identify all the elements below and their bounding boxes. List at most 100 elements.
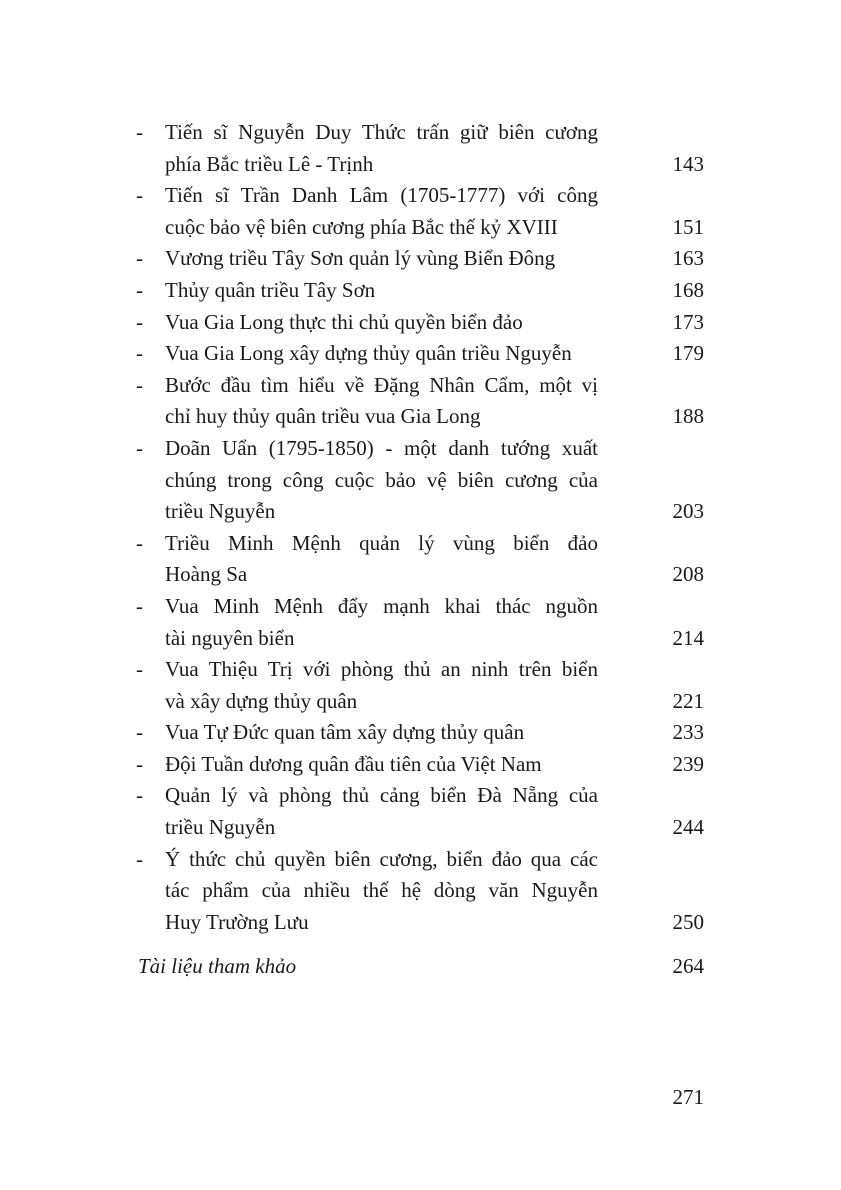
- toc-entry[interactable]: - Vua Minh Mệnh đẩy mạnh khai thác nguồn t…: [136, 591, 704, 654]
- bullet-dash: -: [136, 277, 143, 302]
- toc-entry-title: chỉ huy thủy quân triều vua Gia Long: [165, 404, 481, 429]
- toc-entry-page: 143: [672, 151, 705, 176]
- toc-entry[interactable]: - Vua Gia Long xây dựng thủy quân triều N…: [136, 338, 704, 370]
- toc-entry-page: 168: [672, 277, 705, 302]
- toc-entry-page: 163: [672, 246, 705, 271]
- toc-entry-title: Vương triều Tây Sơn quản lý vùng Biển Đô…: [165, 246, 556, 271]
- toc-entry-line: - Thủy quân triều Tây Sơn 168: [136, 275, 704, 307]
- toc-entry-line: - Vua Minh Mệnh đẩy mạnh khai thác nguồn: [136, 591, 704, 623]
- toc-entry-page: 221: [672, 688, 705, 713]
- toc-entry-page: 250: [672, 909, 705, 934]
- toc-entry-line: Huy Trường Lưu 250: [136, 907, 704, 939]
- references-label: Tài liệu tham khảo: [138, 954, 297, 978]
- toc-entry-line: chúng trong công cuộc bảo vệ biên cương …: [136, 465, 704, 497]
- toc-entry-title: tác phẩm của nhiều thế hệ dòng văn Nguyễ…: [165, 878, 598, 903]
- toc-entry-page: 179: [672, 341, 705, 366]
- toc-entry-title: Thủy quân triều Tây Sơn: [165, 277, 376, 302]
- toc-entry-line: - Triều Minh Mệnh quản lý vùng biển đảo: [136, 528, 704, 560]
- toc-entry[interactable]: - Vương triều Tây Sơn quản lý vùng Biển Đ…: [136, 243, 704, 275]
- table-of-contents: - Tiến sĩ Nguyễn Duy Thức trấn giữ biên c…: [136, 117, 704, 938]
- toc-entry-line: - Doãn Uẩn (1795-1850) - một danh tướng x…: [136, 433, 704, 465]
- toc-entry-title: phía Bắc triều Lê - Trịnh: [165, 151, 374, 176]
- toc-entry-title: Tiến sĩ Nguyễn Duy Thức trấn giữ biên cư…: [165, 120, 598, 144]
- toc-entry-title: Vua Tự Đức quan tâm xây dựng thủy quân: [165, 720, 525, 745]
- bullet-dash: -: [136, 593, 143, 618]
- toc-entry-title: Ý thức chủ quyền biên cương, biển đảo qu…: [165, 846, 598, 871]
- bullet-dash: -: [136, 783, 143, 808]
- toc-entry-line: và xây dựng thủy quân 221: [136, 686, 704, 718]
- toc-entry-line: phía Bắc triều Lê - Trịnh 143: [136, 149, 704, 181]
- toc-entry[interactable]: - Doãn Uẩn (1795-1850) - một danh tướng x…: [136, 433, 704, 528]
- toc-entry-line: - Quản lý và phòng thủ cảng biển Đà Nẵng …: [136, 780, 704, 812]
- toc-entry-line: triều Nguyễn 244: [136, 812, 704, 844]
- toc-entry-line: - Vua Gia Long xây dựng thủy quân triều N…: [136, 338, 704, 370]
- toc-entry-title: và xây dựng thủy quân: [165, 688, 358, 713]
- toc-entry-line: tác phẩm của nhiều thế hệ dòng văn Nguyễ…: [136, 875, 704, 907]
- toc-entry-title: Huy Trường Lưu: [165, 909, 309, 934]
- toc-entry-title: Quản lý và phòng thủ cảng biển Đà Nẵng c…: [165, 783, 598, 808]
- toc-entry[interactable]: - Vua Thiệu Trị với phòng thủ an ninh trê…: [136, 654, 704, 717]
- toc-entry-page: 214: [672, 625, 705, 650]
- page-number: 271: [672, 1085, 705, 1109]
- toc-entry-title: Doãn Uẩn (1795-1850) - một danh tướng xu…: [165, 435, 598, 460]
- bullet-dash: -: [136, 720, 143, 745]
- toc-entry-title: Vua Thiệu Trị với phòng thủ an ninh trên…: [165, 657, 598, 682]
- toc-entry-title: cuộc bảo vệ biên cương phía Bắc thế kỷ X…: [165, 214, 558, 239]
- toc-entry[interactable]: - Vua Gia Long thực thi chủ quyền biển đả…: [136, 307, 704, 339]
- toc-entry-title: Vua Gia Long xây dựng thủy quân triều Ng…: [165, 341, 572, 366]
- toc-entry-line: cuộc bảo vệ biên cương phía Bắc thế kỷ X…: [136, 212, 704, 244]
- toc-entry-page: 173: [672, 309, 705, 334]
- bullet-dash: -: [136, 657, 143, 682]
- toc-entry[interactable]: - Triều Minh Mệnh quản lý vùng biển đảo Ho…: [136, 528, 704, 591]
- bullet-dash: -: [136, 341, 143, 366]
- toc-entry[interactable]: - Vua Tự Đức quan tâm xây dựng thủy quân 2…: [136, 717, 704, 749]
- toc-entry-line: - Vua Gia Long thực thi chủ quyền biển đả…: [136, 307, 704, 339]
- bullet-dash: -: [136, 846, 143, 871]
- bullet-dash: -: [136, 372, 143, 397]
- toc-entry-title: Đội Tuần dương quân đầu tiên của Việt Na…: [165, 751, 542, 776]
- toc-entry-title: Bước đầu tìm hiểu về Đặng Nhân Cẩm, một …: [165, 372, 598, 397]
- toc-entry-line: - Bước đầu tìm hiểu về Đặng Nhân Cẩm, một…: [136, 370, 704, 402]
- toc-entry-line: tài nguyên biển 214: [136, 623, 704, 655]
- references-page: 264: [672, 954, 705, 978]
- toc-entry-line: - Tiến sĩ Trần Danh Lâm (1705-1777) với c…: [136, 180, 704, 212]
- toc-entry-title: tài nguyên biển: [165, 625, 295, 650]
- toc-entry-title: Vua Minh Mệnh đẩy mạnh khai thác nguồn: [165, 593, 598, 618]
- bullet-dash: -: [136, 309, 143, 334]
- toc-entry-title: Vua Gia Long thực thi chủ quyền biển đảo: [165, 309, 523, 334]
- toc-entry-page: 203: [672, 499, 705, 524]
- bullet-dash: -: [136, 435, 143, 460]
- toc-entry-title: Hoàng Sa: [165, 562, 248, 587]
- toc-entry-line: triều Nguyễn 203: [136, 496, 704, 528]
- toc-entry-page: 233: [672, 720, 705, 745]
- toc-entry[interactable]: - Tiến sĩ Nguyễn Duy Thức trấn giữ biên c…: [136, 117, 704, 180]
- toc-entry[interactable]: -Ý thức chủ quyền biên cương, biển đảo q…: [136, 844, 704, 939]
- toc-entry-line: - Đội Tuần dương quân đầu tiên của Việt N…: [136, 749, 704, 781]
- toc-entry-references[interactable]: Tài liệu tham khảo 264: [136, 950, 704, 982]
- toc-entry-page: 151: [672, 214, 705, 239]
- toc-entry[interactable]: - Đội Tuần dương quân đầu tiên của Việt N…: [136, 749, 704, 781]
- toc-entry-line: Hoàng Sa 208: [136, 559, 704, 591]
- toc-entry[interactable]: - Tiến sĩ Trần Danh Lâm (1705-1777) với c…: [136, 180, 704, 243]
- bullet-dash: -: [136, 183, 143, 208]
- toc-entry-title: Triều Minh Mệnh quản lý vùng biển đảo: [165, 530, 598, 555]
- toc-entry[interactable]: - Bước đầu tìm hiểu về Đặng Nhân Cẩm, một…: [136, 370, 704, 433]
- toc-entry[interactable]: - Quản lý và phòng thủ cảng biển Đà Nẵng …: [136, 780, 704, 843]
- bullet-dash: -: [136, 530, 143, 555]
- toc-entry-title: triều Nguyễn: [165, 499, 276, 524]
- toc-entry-line: - Vua Tự Đức quan tâm xây dựng thủy quân 2…: [136, 717, 704, 749]
- toc-entry-page: 208: [672, 562, 705, 587]
- toc-entry-line: -Ý thức chủ quyền biên cương, biển đảo q…: [136, 844, 704, 876]
- toc-entry-page: 244: [672, 815, 705, 840]
- toc-entry-page: 239: [672, 751, 705, 776]
- toc-entry-title: Tiến sĩ Trần Danh Lâm (1705-1777) với cô…: [165, 183, 598, 208]
- toc-entry-line: - Vương triều Tây Sơn quản lý vùng Biển Đ…: [136, 243, 704, 275]
- toc-entry-line: - Tiến sĩ Nguyễn Duy Thức trấn giữ biên c…: [136, 117, 704, 149]
- bullet-dash: -: [136, 120, 143, 144]
- toc-entry[interactable]: - Thủy quân triều Tây Sơn 168: [136, 275, 704, 307]
- toc-entry-line: - Vua Thiệu Trị với phòng thủ an ninh trê…: [136, 654, 704, 686]
- toc-entry-title: chúng trong công cuộc bảo vệ biên cương …: [165, 467, 598, 492]
- bullet-dash: -: [136, 246, 143, 271]
- toc-entry-title: triều Nguyễn: [165, 815, 276, 840]
- toc-entry-line: chỉ huy thủy quân triều vua Gia Long 188: [136, 401, 704, 433]
